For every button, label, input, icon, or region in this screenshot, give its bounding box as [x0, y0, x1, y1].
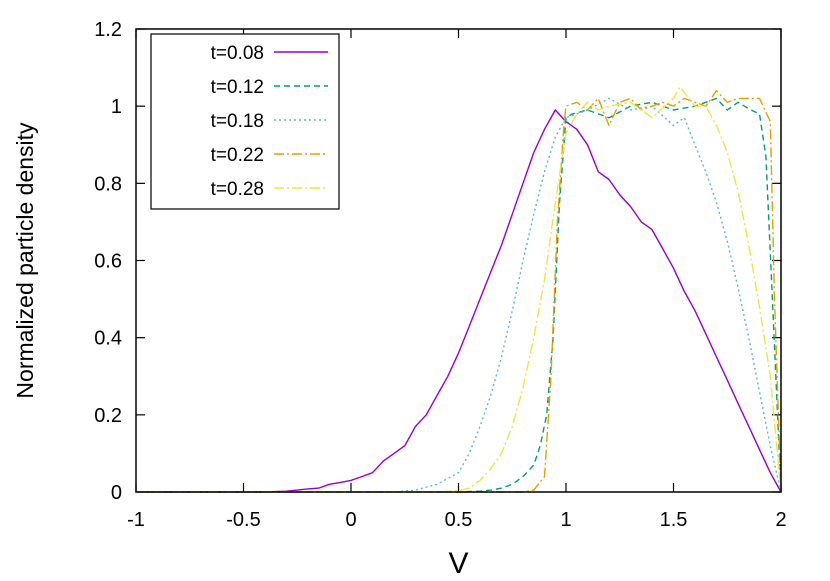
- x-tick-label: 1: [560, 509, 571, 531]
- y-axis-label: Normalized particle density: [12, 122, 38, 399]
- y-tick-label: 0.8: [94, 173, 122, 195]
- y-tick-label: 0.2: [94, 405, 122, 427]
- legend: t=0.08 t=0.12 t=0.18 t=0.22 t=0.28: [150, 33, 340, 210]
- x-tick-label: 0.5: [445, 509, 473, 531]
- y-tick-label: 1.2: [94, 19, 122, 41]
- y-tick-label: 0.6: [94, 251, 122, 273]
- series-line-2: [136, 97, 782, 493]
- x-tick-label: 1.5: [660, 509, 688, 531]
- series-line-3: [136, 97, 782, 493]
- series-layer: [136, 86, 782, 493]
- series-line-5: [136, 86, 782, 493]
- x-tick-label: 2: [775, 509, 786, 531]
- tick-labels: -1 -0.5 0 0.5 1 1.5 2 0 0.2 0.4 0.6 0.8 1 1.2: [94, 19, 786, 531]
- x-tick-label: -0.5: [226, 509, 260, 531]
- legend-label: t=0.08: [211, 43, 264, 64]
- legend-label: t=0.28: [211, 179, 264, 200]
- plot-frame: [135, 28, 782, 493]
- legend-box: [150, 33, 340, 210]
- y-tick-label: 1: [111, 96, 122, 118]
- x-axis-label: V: [448, 547, 468, 580]
- y-tick-label: 0.4: [94, 328, 122, 350]
- legend-label: t=0.12: [211, 77, 264, 98]
- y-tick-label: 0: [111, 482, 122, 504]
- legend-label: t=0.18: [211, 111, 264, 132]
- legend-label: t=0.22: [211, 145, 264, 166]
- x-tick-label: -1: [127, 509, 145, 531]
- series-line-1: [136, 109, 782, 493]
- x-tick-label: 0: [345, 509, 356, 531]
